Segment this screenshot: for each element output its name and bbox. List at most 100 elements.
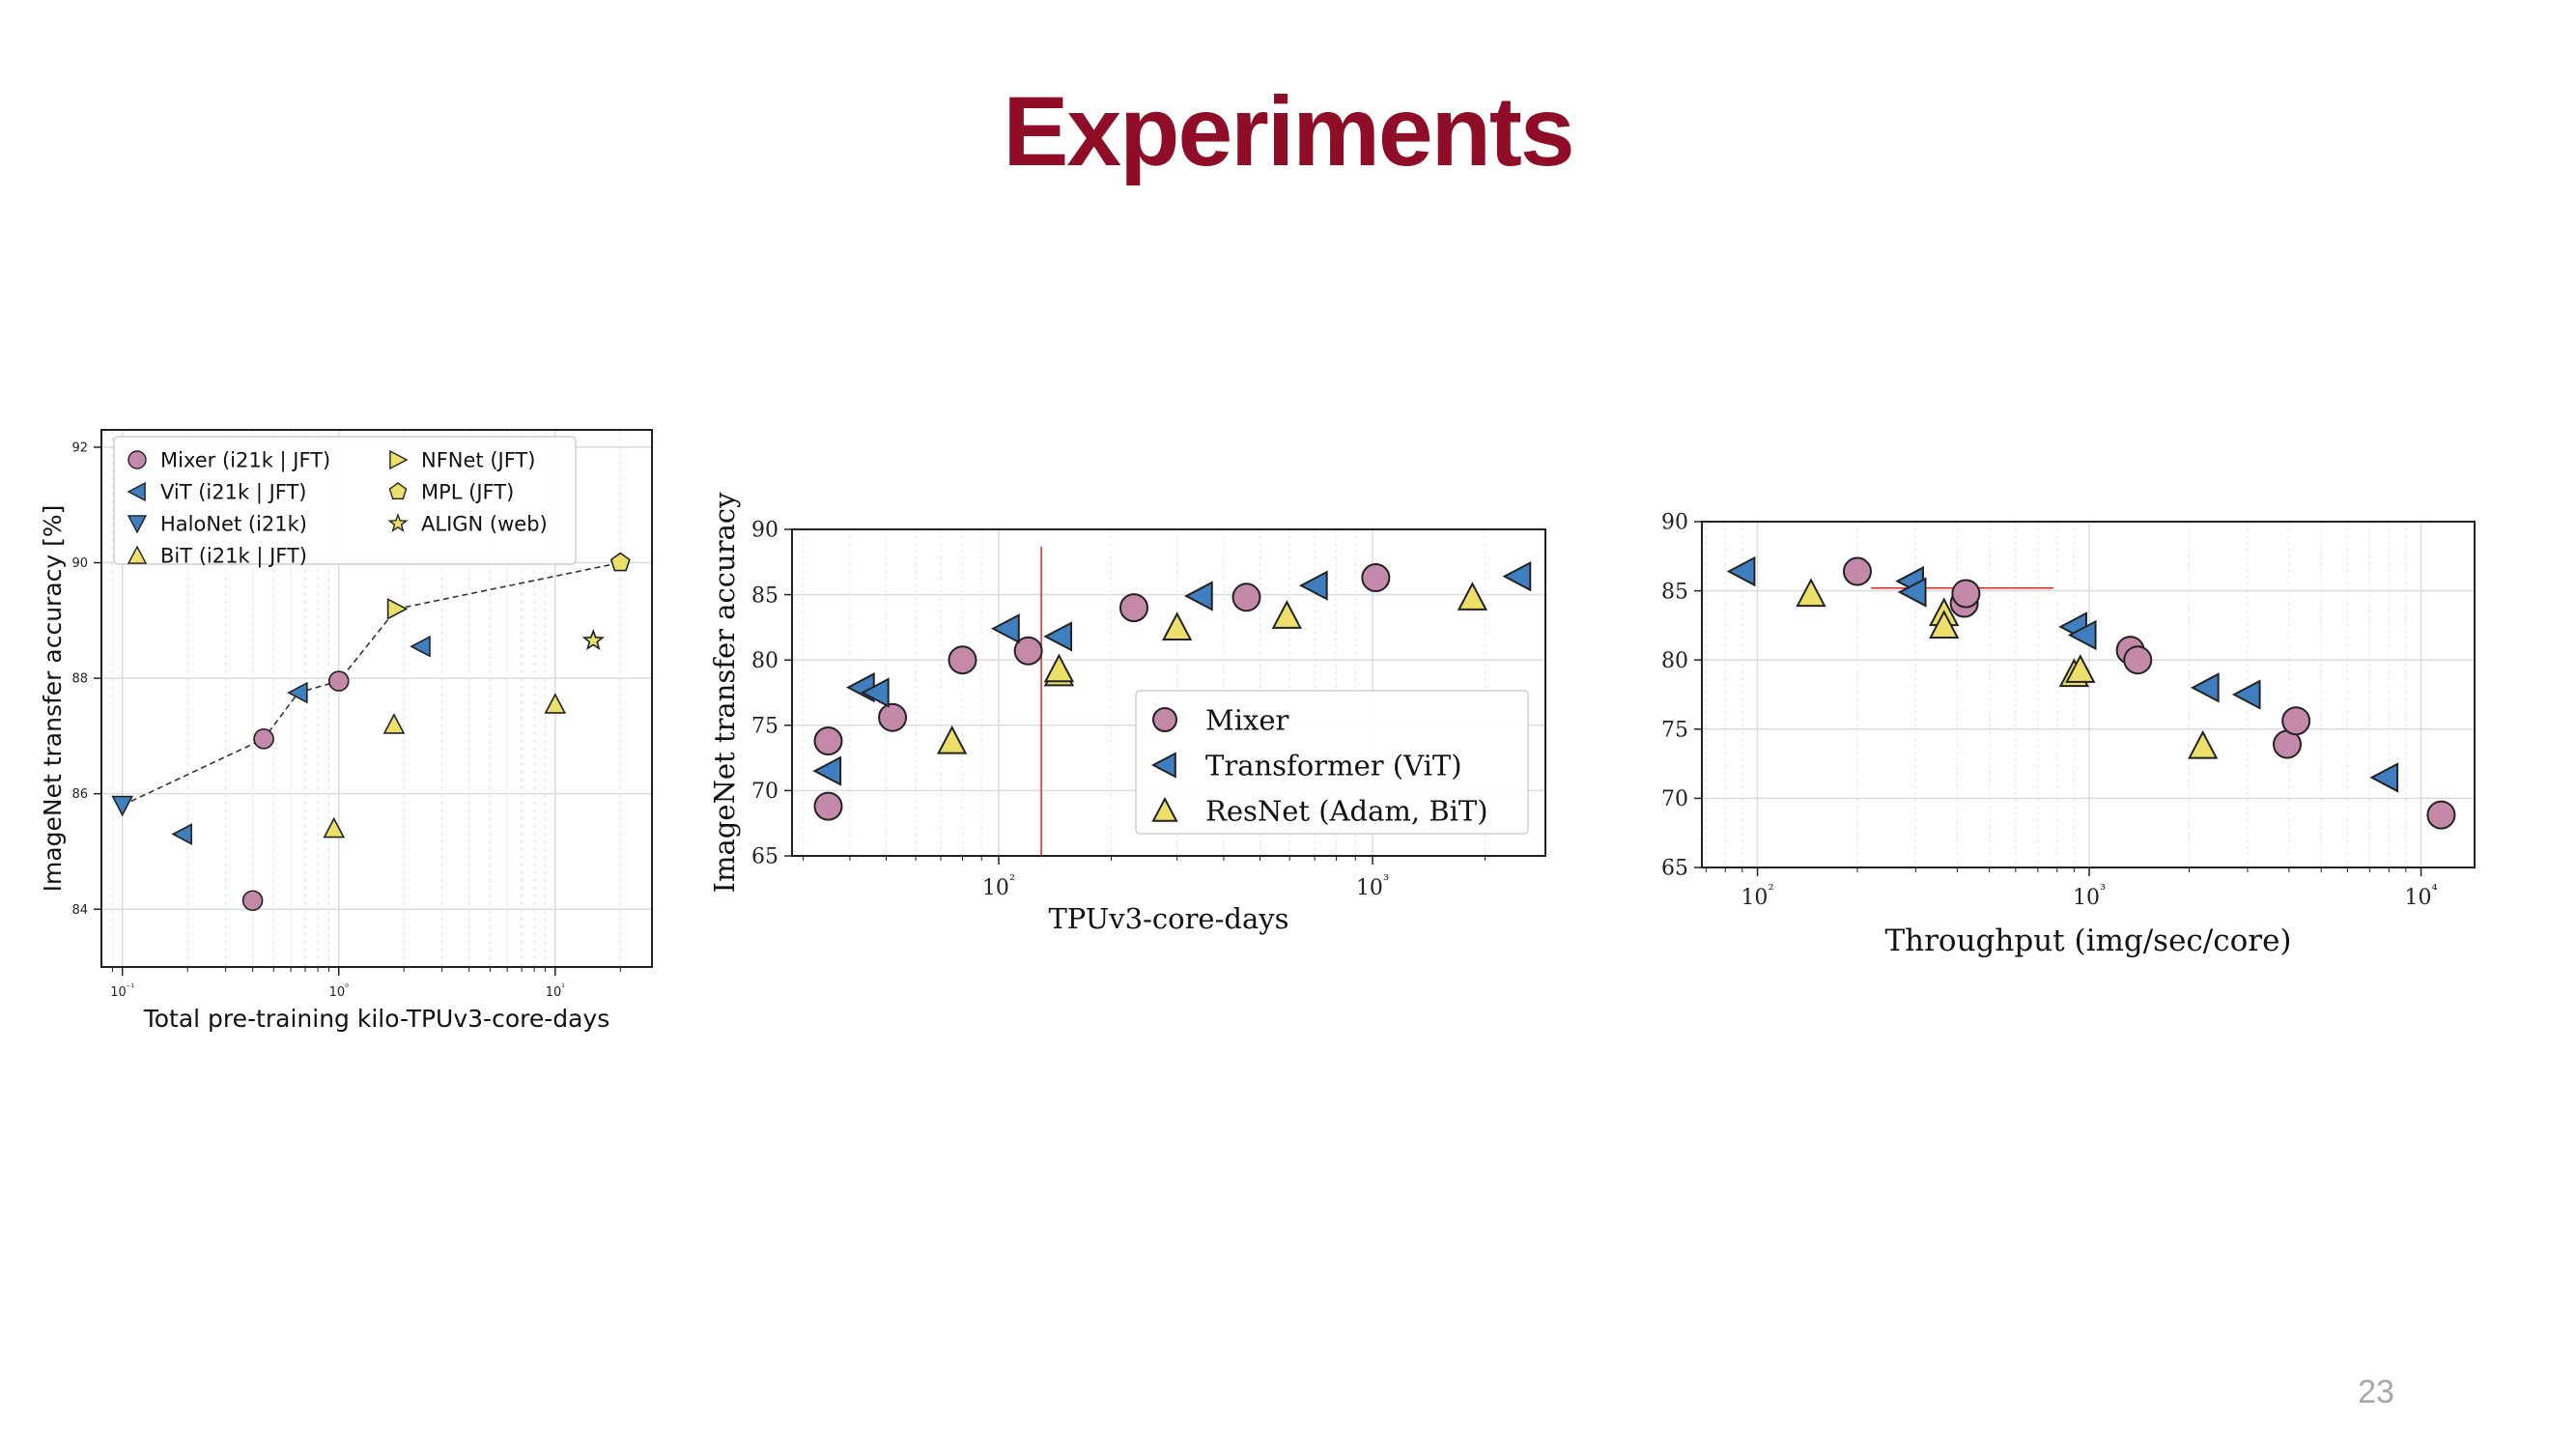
data-point [813, 726, 843, 756]
x-tick-label: 10⁴ [2404, 881, 2437, 910]
y-tick-label: 80 [751, 649, 778, 673]
data-point [2065, 654, 2096, 683]
y-tick-label: 84 [71, 903, 88, 918]
legend-box [113, 436, 577, 565]
data-point [386, 598, 409, 620]
data-point [1298, 570, 1328, 601]
legend-marker [388, 482, 408, 499]
series-0 [241, 670, 350, 912]
data-point [1183, 581, 1213, 611]
data-point [544, 693, 567, 714]
data-point [1726, 555, 1756, 587]
y-tick-label: 92 [71, 441, 88, 455]
data-point [813, 791, 843, 821]
legend-marker [1152, 707, 1177, 732]
series-2 [936, 582, 1488, 754]
plot-area: 84 86 88 90 92 10⁻¹ 10⁰ 10¹ Total pre-training k… [39, 429, 653, 1033]
legend-marker [1150, 752, 1176, 779]
data-point [1043, 621, 1073, 652]
y-tick-label: 90 [71, 556, 88, 571]
legend-label: Mixer [1205, 703, 1288, 736]
legend-label: BiT (i21k | JFT) [160, 545, 307, 569]
data-point [581, 628, 605, 651]
series-6 [581, 628, 605, 651]
y-tick-label: 86 [71, 787, 88, 802]
x-tick-label: 10⁰ [329, 983, 350, 1000]
page-number: 23 [2358, 1374, 2394, 1410]
y-tick-label: 90 [751, 519, 778, 543]
data-point [2067, 619, 2097, 651]
data-point [1118, 593, 1148, 623]
data-point [2190, 672, 2220, 703]
data-point [1231, 583, 1261, 612]
plot-frame [791, 528, 1546, 857]
data-point [1043, 653, 1075, 683]
x-tick-label: 10³ [2073, 881, 2106, 910]
data-point [812, 755, 842, 786]
legend-label: NFNet (JFT) [421, 449, 535, 472]
data-point [936, 725, 968, 754]
y-tick-label: 88 [71, 672, 88, 687]
data-point [111, 795, 134, 817]
series-2 [111, 795, 134, 817]
data-point [2426, 800, 2456, 830]
data-point [323, 816, 346, 839]
legend-label: ResNet (Adam, BiT) [1205, 794, 1488, 827]
data-point [287, 681, 308, 704]
data-point [410, 635, 431, 658]
y-tick-label: 85 [751, 583, 778, 608]
y-axis-label: ImageNet transfer accuracy [%] [39, 505, 67, 893]
legend-marker [127, 545, 148, 564]
data-point [327, 670, 350, 692]
data-point [1929, 610, 1960, 639]
y-tick-label: 65 [751, 845, 778, 869]
pareto-frontier-line [122, 561, 621, 807]
series-4 [386, 598, 409, 620]
data-point [1842, 556, 1872, 586]
data-point [241, 890, 264, 912]
slide-title: Experiments [1003, 76, 1574, 186]
plot-frame [1701, 521, 2476, 868]
y-tick-label: 75 [1661, 719, 1688, 743]
data-point [2231, 679, 2261, 710]
legend-marker [387, 513, 409, 532]
y-tick-label: 65 [1661, 857, 1688, 881]
x-axis-label: TPUv3-core-days [1048, 902, 1288, 935]
y-tick-label: 70 [1661, 787, 1688, 811]
data-point [1457, 582, 1488, 611]
y-tick-label: 90 [1661, 511, 1688, 535]
series-0 [1842, 556, 2456, 830]
data-point [2123, 645, 2153, 675]
data-point [1502, 561, 1532, 592]
series-1 [1726, 555, 2399, 793]
data-point [860, 677, 890, 708]
y-axis-label: ImageNet transfer accuracy [708, 492, 741, 894]
data-point [1361, 563, 1391, 593]
data-point [878, 702, 908, 732]
legend-marker [127, 481, 146, 502]
legend-marker [389, 449, 409, 470]
data-point [253, 728, 274, 750]
data-point [2369, 762, 2399, 793]
series-3 [323, 693, 567, 839]
data-point [1796, 578, 1826, 608]
plot-frame [100, 429, 653, 968]
data-point [171, 823, 192, 845]
chart-tpu-core-days: 65 70 75 80 85 90 10² 10³ TPUv3-core-days ImageNe… [708, 492, 1546, 935]
series-1 [171, 635, 431, 845]
data-point [382, 713, 406, 734]
legend-label: MPL (JFT) [421, 481, 514, 504]
legend-marker [127, 515, 148, 534]
data-point [1271, 600, 1302, 629]
legend-box [1135, 690, 1529, 835]
series-1 [812, 561, 1532, 786]
y-tick-label: 85 [1661, 580, 1688, 604]
chart-throughput: 65 70 75 80 85 90 10² 10³ 10⁴ Throughput (img/sec… [1661, 511, 2476, 958]
y-tick-label: 75 [751, 715, 778, 739]
x-tick-label: 10² [1741, 881, 1773, 910]
chart-pretraining-accuracy: 84 86 88 90 92 10⁻¹ 10⁰ 10¹ Total pre-training k… [39, 429, 653, 1033]
data-point [1897, 577, 1927, 608]
y-tick-label: 70 [751, 780, 778, 804]
legend-label: HaloNet (i21k) [160, 513, 307, 536]
data-point [1951, 579, 1981, 609]
